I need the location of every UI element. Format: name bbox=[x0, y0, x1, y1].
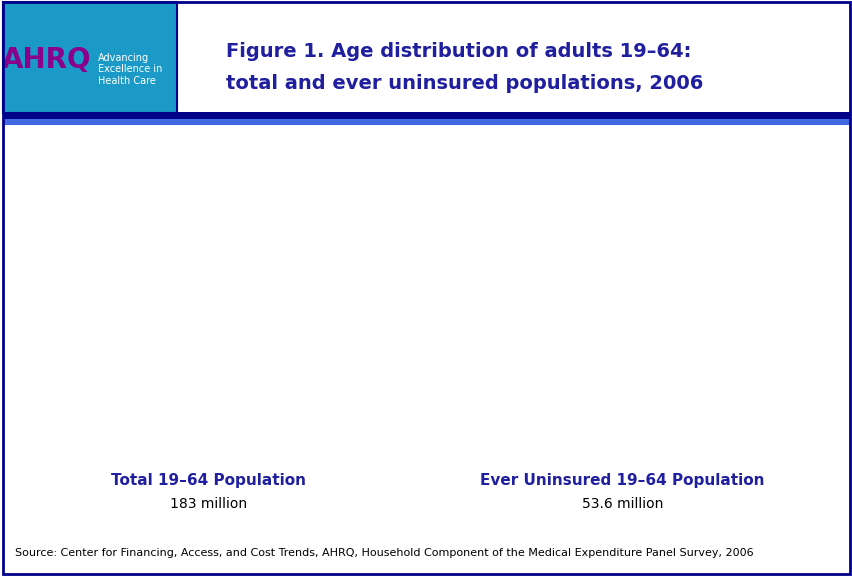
Text: 47.3%: 47.3% bbox=[265, 414, 313, 428]
FancyBboxPatch shape bbox=[115, 119, 711, 147]
Text: 29.2%: 29.2% bbox=[427, 275, 475, 289]
Text: 41.6%: 41.6% bbox=[25, 313, 72, 327]
Text: 53.6 million: 53.6 million bbox=[581, 497, 663, 511]
Text: Ages 24–44: Ages 24–44 bbox=[365, 126, 437, 139]
Wedge shape bbox=[149, 222, 340, 446]
Wedge shape bbox=[86, 193, 213, 429]
Text: Ever Uninsured 19–64 Population: Ever Uninsured 19–64 Population bbox=[480, 473, 764, 488]
Text: 53.2%: 53.2% bbox=[667, 462, 716, 476]
Text: 11.1%: 11.1% bbox=[227, 158, 275, 172]
Text: AHRQ: AHRQ bbox=[3, 47, 91, 74]
Text: Figure 1. Age distribution of adults 19–64:: Figure 1. Age distribution of adults 19–… bbox=[226, 43, 691, 61]
Bar bbox=[336, 125, 356, 141]
Wedge shape bbox=[622, 193, 735, 320]
Text: 17.6%: 17.6% bbox=[693, 167, 741, 181]
Text: Advancing
Excellence in
Health Care: Advancing Excellence in Health Care bbox=[98, 52, 162, 86]
Text: Source: Center for Financing, Access, and Cost Trends, AHRQ, Household Component: Source: Center for Financing, Access, an… bbox=[15, 548, 753, 558]
Text: Ages 45–64: Ages 45–64 bbox=[544, 126, 616, 139]
Text: 183 million: 183 million bbox=[170, 497, 247, 511]
Text: Ages 19–23: Ages 19–23 bbox=[186, 126, 258, 139]
Text: total and ever uninsured populations, 2006: total and ever uninsured populations, 20… bbox=[226, 74, 703, 93]
Wedge shape bbox=[213, 193, 294, 320]
Bar bbox=[157, 125, 178, 141]
Text: Total 19–64 Population: Total 19–64 Population bbox=[112, 473, 306, 488]
Bar bbox=[515, 125, 536, 141]
Wedge shape bbox=[495, 193, 622, 353]
Wedge shape bbox=[500, 263, 749, 446]
